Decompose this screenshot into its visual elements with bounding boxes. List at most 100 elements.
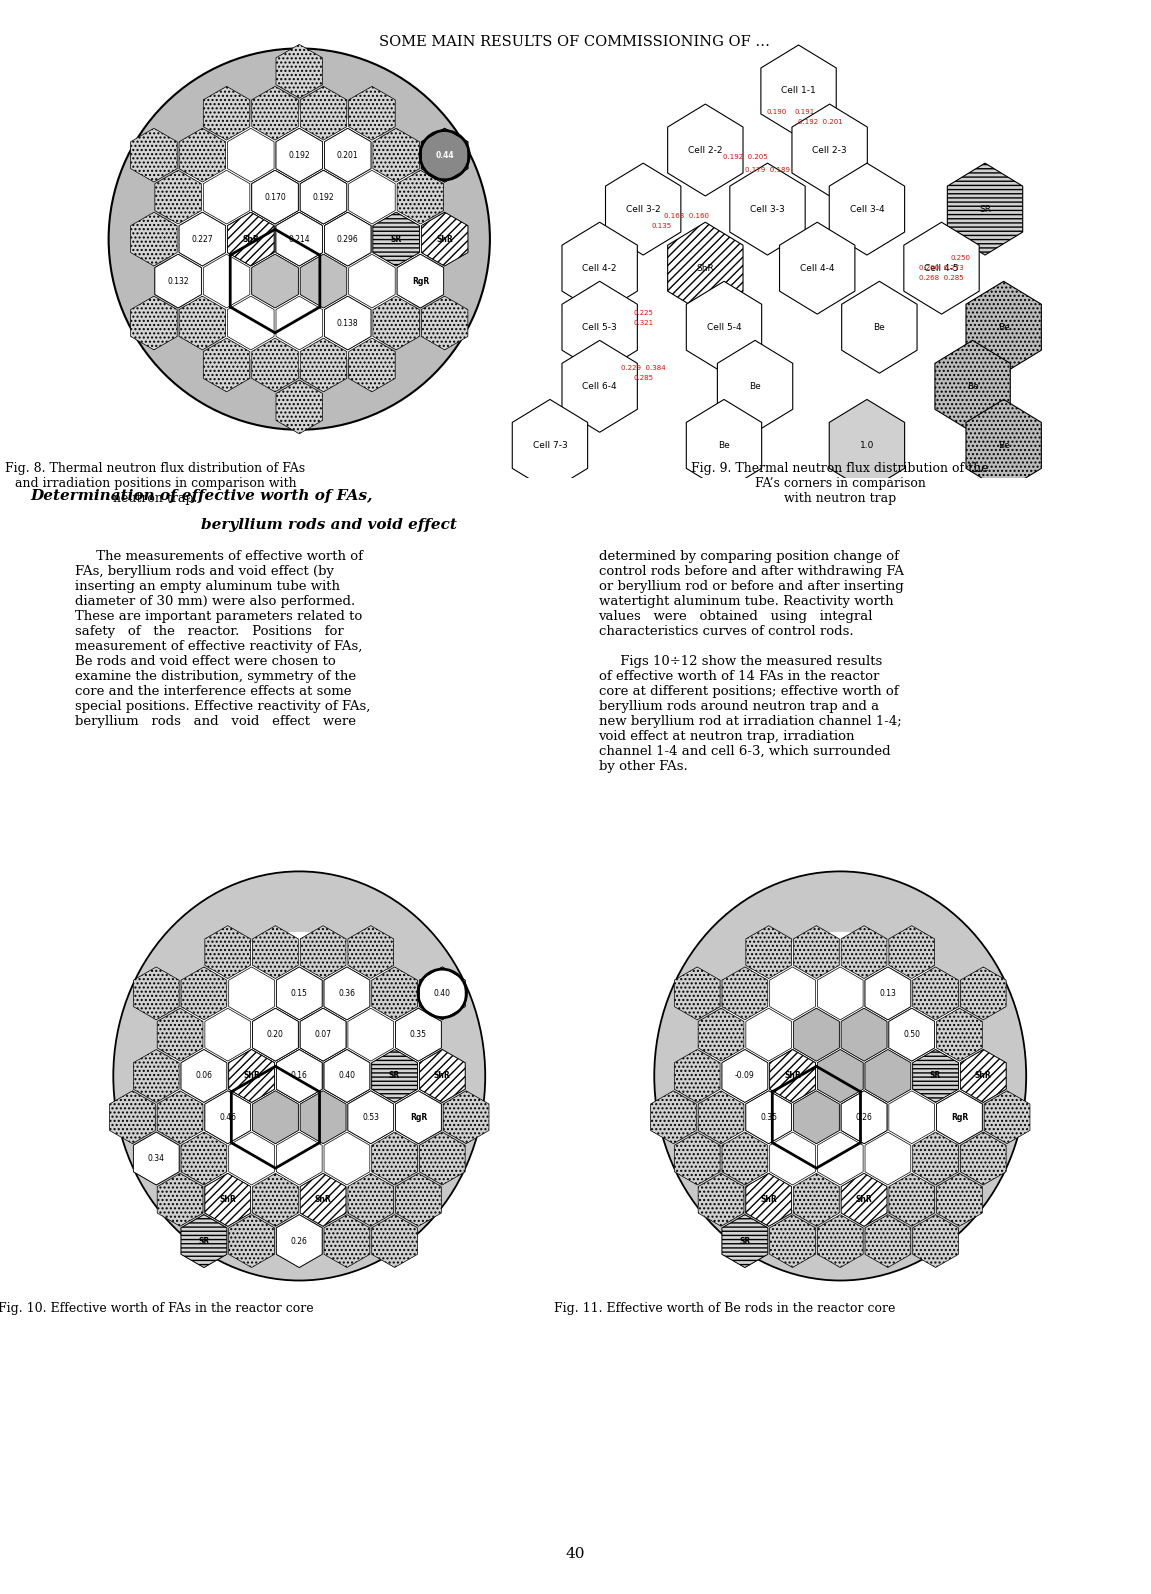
Polygon shape (372, 1132, 418, 1184)
Polygon shape (325, 968, 369, 1020)
Polygon shape (349, 338, 395, 392)
Text: Cell 3-4: Cell 3-4 (849, 204, 884, 214)
Text: 0.229  0.384: 0.229 0.384 (620, 365, 665, 371)
Polygon shape (419, 968, 465, 1020)
Polygon shape (817, 1132, 863, 1184)
Text: SR: SR (389, 1071, 401, 1081)
Polygon shape (325, 129, 371, 182)
Text: ShR: ShR (975, 1071, 992, 1081)
Polygon shape (419, 1049, 465, 1103)
Text: ShR: ShR (436, 234, 453, 244)
Text: 0.36: 0.36 (338, 988, 356, 998)
Polygon shape (228, 212, 274, 266)
Text: 0.44: 0.44 (435, 151, 453, 159)
Polygon shape (155, 171, 201, 225)
Polygon shape (205, 1173, 251, 1226)
Polygon shape (746, 1009, 792, 1062)
Polygon shape (866, 1049, 910, 1103)
Polygon shape (276, 296, 322, 349)
Polygon shape (325, 1132, 369, 1184)
Text: 0.260  0.273: 0.260 0.273 (920, 265, 963, 271)
Text: ShR: ShR (855, 1196, 872, 1205)
Polygon shape (348, 1090, 394, 1143)
Polygon shape (817, 1049, 863, 1103)
Polygon shape (349, 253, 395, 308)
Polygon shape (158, 1090, 203, 1143)
Text: 0.285: 0.285 (633, 375, 653, 381)
Text: Fig. 9. Thermal neutron flux distribution of the
FA’s corners in comparison
with: Fig. 9. Thermal neutron flux distributio… (692, 462, 989, 505)
Polygon shape (276, 45, 322, 99)
Polygon shape (841, 281, 917, 373)
Polygon shape (131, 129, 177, 182)
Polygon shape (276, 129, 322, 182)
Polygon shape (889, 1090, 935, 1143)
Polygon shape (722, 1215, 768, 1267)
Polygon shape (722, 1049, 768, 1103)
Text: 0.192  0.205: 0.192 0.205 (724, 153, 768, 159)
Text: 0.53: 0.53 (363, 1113, 380, 1122)
Text: 0.138: 0.138 (337, 319, 358, 327)
Polygon shape (770, 968, 815, 1020)
Polygon shape (276, 1215, 322, 1267)
Polygon shape (841, 1090, 887, 1143)
Text: 0.16: 0.16 (291, 1071, 307, 1081)
Text: Fig. 10. Effective worth of FAs in the reactor core: Fig. 10. Effective worth of FAs in the r… (0, 1302, 313, 1315)
Polygon shape (252, 171, 298, 225)
Polygon shape (180, 129, 226, 182)
Polygon shape (300, 1009, 346, 1062)
Polygon shape (674, 1049, 721, 1103)
Text: ShR: ShR (696, 263, 715, 273)
Text: Cell 7-3: Cell 7-3 (533, 442, 567, 450)
Polygon shape (205, 1173, 251, 1226)
Polygon shape (252, 171, 298, 225)
Polygon shape (722, 1049, 768, 1103)
Ellipse shape (710, 932, 970, 1219)
Polygon shape (686, 400, 762, 491)
Text: Cell 4-2: Cell 4-2 (582, 263, 617, 273)
Polygon shape (348, 1009, 394, 1062)
Polygon shape (276, 212, 322, 266)
Polygon shape (746, 1173, 792, 1226)
Text: ShR: ShR (784, 1071, 801, 1081)
Text: Be: Be (874, 322, 885, 332)
Polygon shape (276, 1049, 322, 1103)
Text: 1.0: 1.0 (860, 442, 874, 450)
Polygon shape (841, 1173, 887, 1226)
Polygon shape (300, 171, 346, 225)
Text: SR: SR (198, 1237, 209, 1245)
Polygon shape (300, 1173, 346, 1226)
Text: 0.250: 0.250 (951, 255, 970, 261)
Polygon shape (746, 926, 792, 979)
Polygon shape (181, 1049, 227, 1103)
Polygon shape (373, 129, 419, 182)
Polygon shape (443, 1090, 489, 1143)
Polygon shape (779, 222, 855, 314)
Polygon shape (300, 1090, 346, 1143)
Polygon shape (793, 1173, 839, 1226)
Polygon shape (181, 1215, 227, 1267)
Polygon shape (348, 926, 394, 979)
Polygon shape (300, 171, 346, 225)
Polygon shape (730, 163, 806, 255)
Polygon shape (158, 1009, 203, 1062)
Polygon shape (300, 1009, 346, 1062)
Polygon shape (252, 1173, 298, 1226)
Circle shape (108, 48, 490, 430)
Polygon shape (325, 1215, 369, 1267)
Ellipse shape (113, 872, 486, 1280)
Polygon shape (252, 338, 298, 392)
Polygon shape (770, 1049, 815, 1103)
Polygon shape (817, 1215, 863, 1267)
Polygon shape (325, 212, 371, 266)
Polygon shape (722, 1132, 768, 1184)
Text: Fig. 8. Thermal neutron flux distribution of FAs
and irradiation positions in co: Fig. 8. Thermal neutron flux distributio… (6, 462, 305, 505)
Polygon shape (134, 1132, 180, 1184)
Polygon shape (841, 1090, 887, 1143)
Polygon shape (866, 1132, 910, 1184)
Text: RgR: RgR (951, 1113, 968, 1122)
Polygon shape (300, 338, 346, 392)
Polygon shape (717, 341, 793, 432)
Polygon shape (984, 1090, 1030, 1143)
Polygon shape (228, 212, 274, 266)
Polygon shape (746, 1090, 792, 1143)
